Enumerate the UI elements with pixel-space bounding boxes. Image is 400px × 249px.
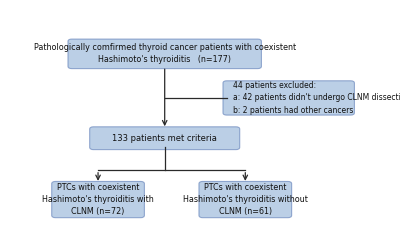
FancyBboxPatch shape: [223, 81, 354, 115]
Text: 133 patients met criteria: 133 patients met criteria: [112, 134, 217, 143]
FancyBboxPatch shape: [52, 182, 144, 218]
Text: PTCs with coexistent
Hashimoto's thyroiditis without
CLNM (n=61): PTCs with coexistent Hashimoto's thyroid…: [183, 183, 308, 216]
Text: 44 patients excluded:
a: 42 patients didn't undergo CLNM dissection
b: 2 patient: 44 patients excluded: a: 42 patients did…: [233, 81, 400, 115]
Text: Pathologically comfirmed thyroid cancer patients with coexistent
Hashimoto's thy: Pathologically comfirmed thyroid cancer …: [34, 43, 296, 64]
Text: PTCs with coexistent
Hashimoto's thyroiditis with
CLNM (n=72): PTCs with coexistent Hashimoto's thyroid…: [42, 183, 154, 216]
FancyBboxPatch shape: [68, 39, 262, 69]
FancyBboxPatch shape: [199, 182, 292, 218]
FancyBboxPatch shape: [90, 127, 240, 150]
